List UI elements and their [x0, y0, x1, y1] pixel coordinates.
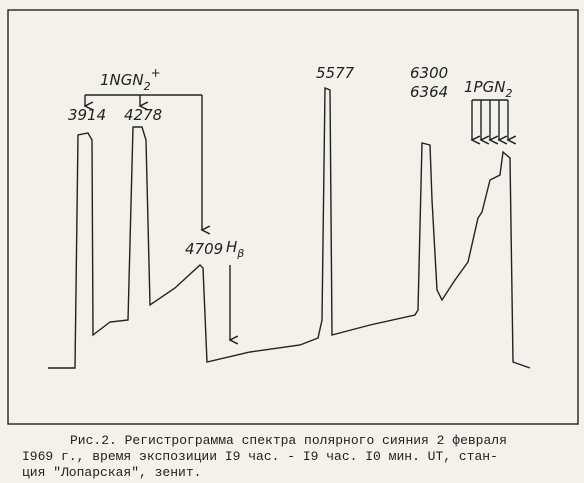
wavelength-label: 4278: [124, 106, 162, 124]
wavelength-label: 3914: [68, 106, 106, 124]
frame: [7, 9, 579, 425]
caption-line: Рис.2. Регистрограмма спектра полярного …: [70, 433, 507, 448]
caption-line: I969 г., время экспозиции I9 час. - I9 ч…: [22, 449, 498, 464]
caption-line: ция "Лопарская", зенит.: [22, 465, 201, 480]
arrows: [83, 94, 517, 345]
line-label: Hβ: [226, 238, 244, 260]
band-label: 1NGN2+: [100, 66, 161, 93]
wavelength-label: 4709: [185, 240, 223, 258]
wavelength-label: 6364: [410, 83, 448, 101]
spectrum-trace: [48, 86, 531, 369]
wavelength-label: 5577: [316, 64, 355, 82]
band-label: 1PGN2: [464, 78, 512, 100]
wavelength-label: 6300: [410, 64, 448, 82]
